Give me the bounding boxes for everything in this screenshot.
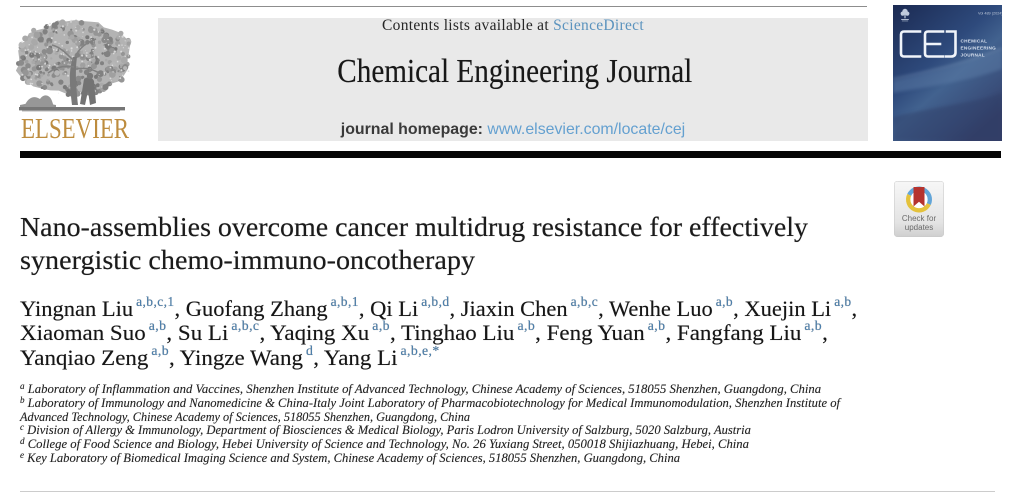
svg-text:CHEMICAL: CHEMICAL <box>961 39 988 44</box>
svg-text:ENGINEERING: ENGINEERING <box>961 46 997 51</box>
svg-text:JOURNAL: JOURNAL <box>961 53 985 58</box>
svg-text:updates: updates <box>905 223 933 232</box>
svg-text:Vol 489 (2024): Vol 489 (2024) <box>978 12 1002 16</box>
svg-text:Check for: Check for <box>902 214 937 223</box>
